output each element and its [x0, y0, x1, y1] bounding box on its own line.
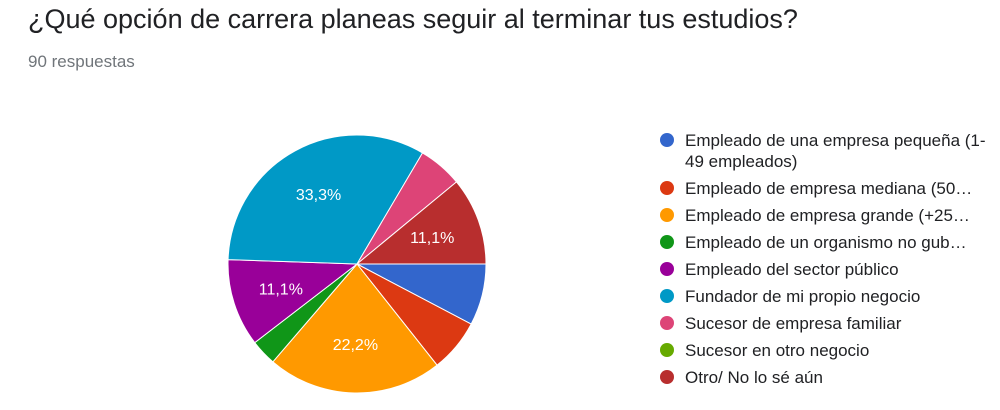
legend-swatch: [660, 262, 674, 276]
chart-title: ¿Qué opción de carrera planeas seguir al…: [28, 4, 798, 34]
pie-slice[interactable]: [272, 263, 438, 394]
legend-item[interactable]: Otro/ No lo sé aún: [660, 367, 990, 388]
slice-percent-label: 33,3%: [296, 187, 341, 204]
legend-item[interactable]: Empleado de empresa grande (+25…: [660, 205, 990, 226]
legend-swatch: [660, 289, 674, 303]
slice-percent-label: 11,1%: [259, 281, 303, 298]
legend-item[interactable]: Empleado del sector público: [660, 259, 990, 280]
legend-label: Empleado del sector público: [685, 260, 899, 279]
legend-swatch: [660, 235, 674, 249]
legend-swatch: [660, 343, 674, 357]
legend-label: Sucesor en otro negocio: [685, 341, 870, 360]
legend-label: Empleado de un organismo no gub…: [685, 233, 967, 252]
legend-swatch: [660, 370, 674, 384]
legend-item[interactable]: Empleado de una empresa pequeña (1-49 em…: [660, 130, 990, 172]
legend-label: Empleado de una empresa pequeña (1-49 em…: [685, 131, 986, 171]
pie-slice[interactable]: [355, 181, 487, 265]
chart-legend: Empleado de una empresa pequeña (1-49 em…: [660, 130, 990, 394]
response-count: 90 respuestas: [28, 52, 135, 71]
legend-label: Otro/ No lo sé aún: [685, 368, 823, 387]
legend-label: Empleado de empresa grande (+25…: [685, 206, 970, 225]
slice-percent-label: 11,1%: [410, 230, 454, 247]
legend-item[interactable]: Fundador de mi propio negocio: [660, 286, 990, 307]
legend-label: Sucesor de empresa familiar: [685, 314, 902, 333]
legend-swatch: [660, 208, 674, 222]
legend-item[interactable]: Sucesor en otro negocio: [660, 340, 990, 361]
legend-label: Fundador de mi propio negocio: [685, 287, 921, 306]
legend-item[interactable]: Sucesor de empresa familiar: [660, 313, 990, 334]
slice-percent-label: 22,2%: [333, 337, 378, 354]
pie-slice[interactable]: [227, 134, 424, 265]
legend-swatch: [660, 133, 674, 147]
legend-swatch: [660, 316, 674, 330]
legend-swatch: [660, 181, 674, 195]
legend-item[interactable]: Empleado de un organismo no gub…: [660, 232, 990, 253]
legend-item[interactable]: Empleado de empresa mediana (50…: [660, 178, 990, 199]
legend-label: Empleado de empresa mediana (50…: [685, 179, 973, 198]
pie-slice[interactable]: [227, 259, 359, 344]
